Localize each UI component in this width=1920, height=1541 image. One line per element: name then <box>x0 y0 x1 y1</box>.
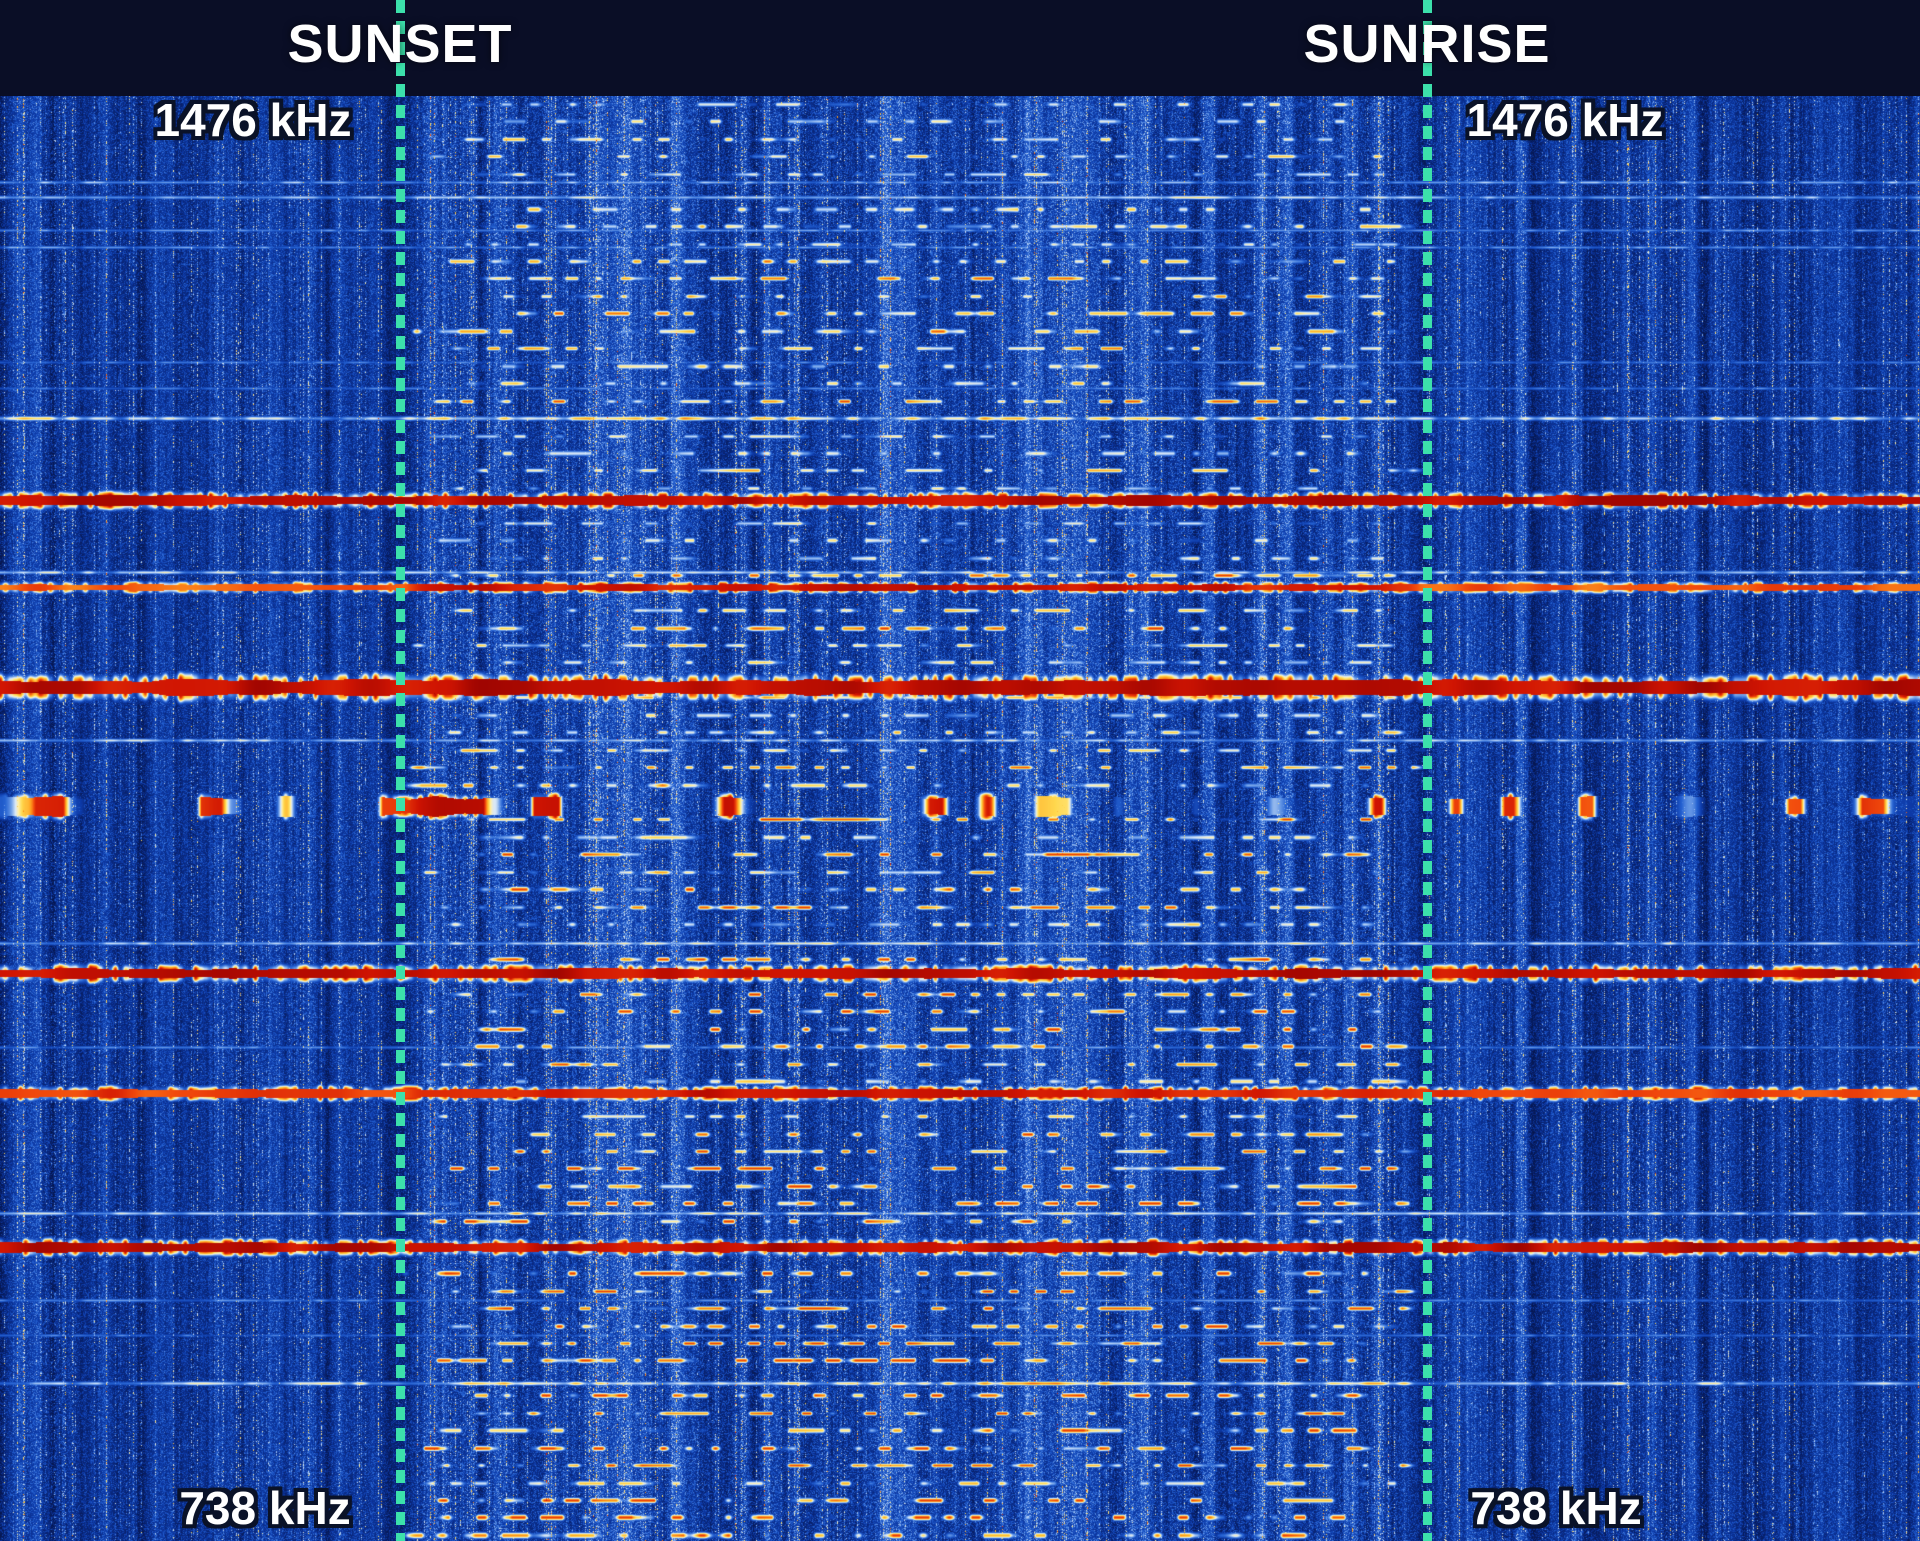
sunrise-marker-line <box>1422 0 1432 1541</box>
sunset-marker-line <box>395 0 405 1541</box>
header-bar <box>0 0 1920 96</box>
freq-label-top-left: 1476 kHz <box>154 94 352 146</box>
freq-label-top-right: 1476 kHz <box>1466 94 1664 146</box>
sunset-label: SUNSET <box>287 14 513 74</box>
sunrise-label: SUNRISE <box>1303 14 1551 74</box>
freq-label-bottom-right: 738 kHz <box>1470 1482 1642 1534</box>
freq-label-bottom-left: 738 kHz <box>179 1482 351 1534</box>
